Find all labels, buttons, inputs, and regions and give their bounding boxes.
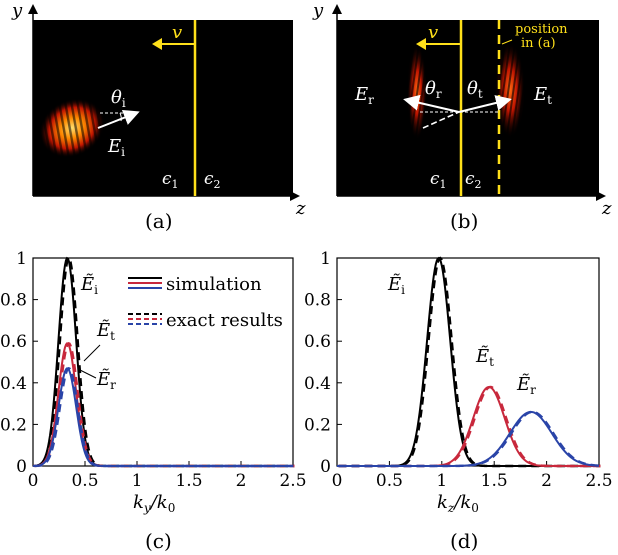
panel-d: 0 0.5 1 1.5 2 2.5 0 0.2 0.4 0.6 0.8 1 Ẽi Ẽt Ẽr kz/k… — [304, 249, 613, 553]
legend-exact-label: exact results — [166, 310, 283, 331]
panel-d-curves — [337, 256, 601, 468]
panel-a: y z v θi Ei ϵ1 ϵ2 (a) — [11, 0, 306, 233]
incident-direction-arrow — [97, 109, 140, 129]
panel-d-label-Ei: Ẽi — [387, 273, 405, 297]
field-E-t-label: Et — [533, 84, 552, 107]
panel-a-y-arrowhead — [28, 4, 38, 14]
x-tick-label: 0 — [28, 471, 39, 491]
panel-c: 0 0.5 1 1.5 2 2.5 0 0.2 0.4 0.6 0.8 1 simulation ex… — [0, 249, 307, 553]
x-tick-label: 2 — [541, 471, 552, 491]
panel-a-eps1: ϵ1 — [162, 169, 179, 191]
panel-b-z-label: z — [601, 198, 612, 219]
panel-b-eps2: ϵ2 — [465, 169, 482, 191]
legend: simulation exact results — [128, 274, 283, 331]
panel-a-velocity-arrowhead — [152, 38, 162, 50]
panel-d-label-Er: Ẽr — [516, 373, 536, 397]
panel-b-y-arrowhead — [332, 4, 342, 14]
panel-c-xlabel: ky/k0 — [133, 492, 175, 515]
theta-t-symbol: θt — [467, 78, 483, 101]
x-tick-label: 1.5 — [175, 471, 202, 491]
panel-a-velocity-label: v — [172, 22, 182, 43]
theta-i-symbol: θi — [111, 87, 126, 110]
panel-b-background — [337, 20, 599, 196]
panel-b-velocity-label: v — [428, 22, 438, 43]
y-tick-label: 0.6 — [0, 332, 27, 352]
panel-c-Et-pointer — [83, 344, 101, 362]
panel-a-z-arrowhead — [290, 191, 300, 201]
x-tick-label: 1.5 — [481, 471, 508, 491]
y-tick-label: 0.2 — [0, 415, 27, 435]
position-label-line1: position — [515, 22, 568, 37]
reflected-wave-fringes — [407, 44, 427, 140]
exact-curve-r — [338, 410, 601, 468]
position-label-line2: in (a) — [521, 36, 556, 51]
legend-simulation-label: simulation — [166, 274, 262, 295]
panel-b-z-arrowhead — [596, 191, 606, 201]
reflected-direction-arrow — [403, 94, 460, 113]
panel-b: y z v position in (a) θr θt Er Et ϵ1 ϵ2 … — [312, 0, 612, 233]
panel-b-eps1: ϵ1 — [430, 169, 447, 191]
panel-c-caption: (c) — [145, 529, 172, 553]
position-callout-line — [501, 39, 513, 45]
panel-c-Er-pointer — [79, 369, 97, 379]
field-E-i-label: Ei — [107, 136, 125, 159]
transmitted-wave-fringes — [495, 42, 525, 138]
field-E-r-label: Er — [354, 84, 374, 107]
panel-a-eps2: ϵ2 — [204, 169, 221, 191]
panel-d-caption: (d) — [450, 529, 478, 553]
y-tick-label: 0.2 — [304, 415, 331, 435]
panel-a-angle-arc — [119, 112, 122, 122]
transmitted-direction-arrow — [458, 95, 512, 113]
panel-d-ticks: 0 0.5 1 1.5 2 2.5 0 0.2 0.4 0.6 0.8 1 — [304, 249, 613, 491]
panel-c-label-Ei: Ẽi — [80, 273, 98, 297]
panel-a-z-label: z — [295, 198, 306, 219]
panel-c-curves — [32, 256, 295, 468]
simulation-curve-r — [32, 367, 293, 467]
y-tick-label: 0.6 — [304, 332, 331, 352]
y-tick-label: 0.4 — [304, 374, 331, 394]
panel-c-label-Er: Ẽr — [96, 368, 116, 392]
panel-d-xlabel: kz/k0 — [437, 492, 479, 515]
y-tick-label: 1 — [320, 249, 331, 269]
y-tick-label: 0 — [16, 457, 27, 477]
x-tick-label: 2 — [236, 471, 247, 491]
simulation-curve-t — [32, 342, 293, 467]
x-tick-label: 0.5 — [376, 471, 403, 491]
panel-b-velocity-arrowhead — [416, 38, 426, 50]
x-tick-label: 2.5 — [279, 471, 306, 491]
panel-c-ticks: 0 0.5 1 1.5 2 2.5 0 0.2 0.4 0.6 0.8 1 — [0, 249, 307, 491]
y-tick-label: 0.8 — [0, 291, 27, 311]
y-tick-label: 1 — [16, 249, 27, 269]
theta-r-symbol: θr — [425, 78, 442, 101]
exact-curve-r — [34, 366, 295, 468]
panel-a-y-label: y — [11, 0, 23, 21]
panel-b-y-label: y — [312, 0, 324, 21]
incident-wave-fringes — [39, 98, 105, 158]
x-tick-label: 0.5 — [71, 471, 98, 491]
y-tick-label: 0 — [320, 457, 331, 477]
simulation-curve-t — [337, 385, 599, 467]
panel-b-incident-dashed — [422, 111, 460, 129]
panel-a-caption: (a) — [145, 209, 173, 233]
x-tick-label: 1 — [436, 471, 447, 491]
y-tick-label: 0.8 — [304, 291, 331, 311]
x-tick-label: 1 — [132, 471, 143, 491]
x-tick-label: 2.5 — [585, 471, 612, 491]
panel-c-label-Et: Ẽt — [96, 319, 115, 343]
panel-d-label-Et: Ẽt — [475, 345, 494, 369]
panel-b-caption: (b) — [450, 209, 478, 233]
x-tick-label: 0 — [332, 471, 343, 491]
exact-curve-t — [34, 341, 295, 468]
y-tick-label: 0.4 — [0, 374, 27, 394]
